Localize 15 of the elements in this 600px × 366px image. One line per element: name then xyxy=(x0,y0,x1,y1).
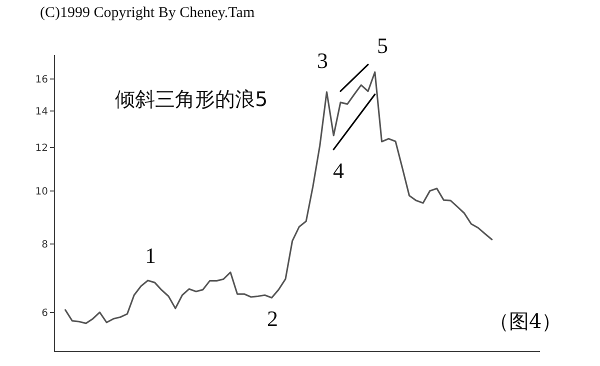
annotation: 4 xyxy=(333,158,344,183)
y-tick-label: 8 xyxy=(42,239,48,250)
y-tick-label: 10 xyxy=(35,186,48,198)
annotation: 3 xyxy=(317,48,328,73)
y-tick-label: 14 xyxy=(35,106,48,118)
annotation: 1 xyxy=(145,243,156,268)
y-tick-label: 6 xyxy=(42,308,48,319)
y-tick-label: 12 xyxy=(35,142,48,154)
annotation: 5 xyxy=(377,33,388,58)
annotation: 2 xyxy=(267,306,278,331)
annotation: （图4） xyxy=(489,309,562,333)
text: 倾斜三角形的浪5 xyxy=(115,87,268,111)
line-series xyxy=(64,71,493,324)
text: (C)1999 Copyright By Cheney.Tam xyxy=(40,5,255,21)
y-tick-label: 16 xyxy=(35,74,48,86)
